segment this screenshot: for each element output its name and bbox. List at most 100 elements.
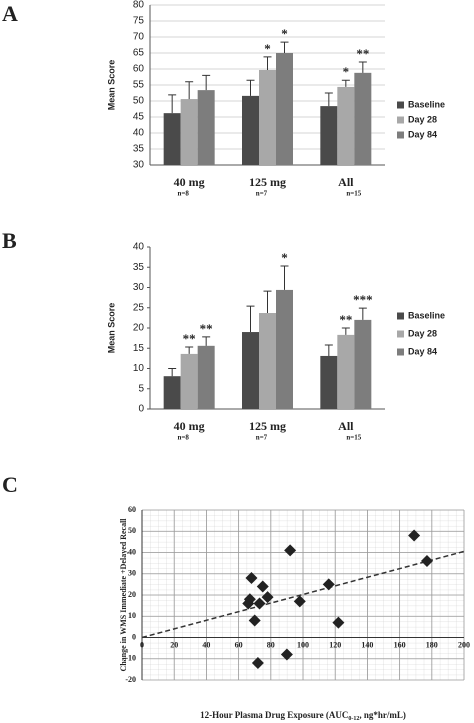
panel-label: C	[2, 472, 18, 497]
point	[280, 648, 293, 661]
point	[251, 657, 264, 669]
legend-label: Day 28	[408, 114, 437, 124]
x-tick-label: 20	[170, 640, 178, 649]
y-tick-label: -10	[125, 654, 136, 663]
significance-label: **	[183, 331, 196, 346]
y-tick-label: 20	[128, 590, 136, 599]
category-note: n=15	[346, 190, 361, 198]
bar	[197, 345, 215, 409]
legend-label: Day 28	[408, 328, 437, 338]
y-tick-label: 0	[138, 404, 144, 415]
point	[243, 593, 256, 606]
x-tick-label: 160	[394, 640, 406, 649]
y-tick-label: 45	[133, 112, 145, 123]
error-bar	[263, 56, 272, 70]
x-tick-label: 40	[202, 640, 210, 649]
x-axis-label-end: , ng*hr/mL)	[359, 710, 406, 720]
error-bar	[246, 305, 255, 333]
y-tick-label: 20	[133, 323, 145, 334]
point	[248, 614, 261, 627]
legend-swatch	[397, 101, 404, 109]
point	[332, 616, 345, 629]
error-bar	[358, 307, 367, 320]
x-tick-label: 140	[361, 640, 373, 649]
legend-swatch	[397, 330, 404, 338]
error-bar	[280, 41, 289, 53]
y-tick-label: 5	[138, 383, 144, 394]
error-bar	[358, 61, 367, 73]
bar	[163, 376, 181, 409]
x-axis-label: 12-Hour Plasma Drug Exposure (AUC0-12, n…	[200, 710, 406, 722]
category-note: n=7	[256, 190, 268, 198]
legend-swatch	[397, 116, 404, 124]
error-bar	[202, 336, 211, 346]
significance-label: **	[200, 321, 213, 336]
y-tick-label: 0	[132, 632, 136, 641]
panel-label: A	[2, 1, 18, 26]
bar	[242, 95, 259, 165]
y-tick-label: -20	[125, 675, 136, 684]
y-tick-label: 35	[133, 144, 145, 155]
error-bar	[168, 94, 177, 114]
error-bar	[324, 344, 333, 356]
legend-swatch	[397, 348, 404, 356]
y-tick-label: 75	[133, 16, 145, 27]
point	[253, 597, 266, 610]
x-tick-label: 100	[297, 640, 309, 649]
y-tick-label: 60	[133, 64, 145, 75]
y-tick-label: 50	[133, 96, 145, 107]
bar	[242, 332, 259, 409]
point	[408, 529, 421, 542]
y-tick-label: 30	[133, 282, 145, 293]
significance-label: ***	[353, 292, 373, 307]
point	[293, 595, 306, 608]
y-tick-label: 70	[133, 32, 145, 43]
significance-label: **	[356, 46, 369, 61]
x-tick-label: All	[338, 175, 354, 189]
error-bar	[246, 79, 255, 96]
y-tick-label: 10	[133, 363, 145, 374]
x-tick-label: 200	[458, 640, 470, 649]
y-tick-label: 60	[128, 505, 136, 514]
y-tick-label: 40	[128, 547, 136, 556]
bar	[354, 319, 372, 409]
significance-label: *	[264, 41, 271, 56]
y-axis-label: Mean Score	[106, 303, 116, 354]
x-axis-label-sub: 0-12	[348, 716, 359, 722]
bar	[337, 334, 355, 409]
point	[284, 544, 297, 557]
y-tick-label: 50	[128, 526, 136, 535]
error-bar	[263, 290, 272, 314]
x-tick-label: 80	[267, 640, 275, 649]
bar	[276, 289, 293, 409]
bar	[320, 106, 338, 165]
bar	[163, 113, 181, 165]
y-tick-label: 30	[133, 160, 145, 171]
error-bar	[202, 74, 211, 91]
y-tick-label: 80	[133, 0, 145, 11]
legend-swatch	[397, 312, 404, 320]
x-tick-label: 40 mg	[174, 419, 205, 433]
x-axis-label-main: 12-Hour Plasma Drug Exposure (AUC	[200, 710, 348, 720]
y-axis-label: Mean Score	[106, 60, 116, 111]
y-tick-label: 30	[128, 569, 136, 578]
x-tick-label: 120	[329, 640, 341, 649]
bar	[337, 86, 355, 165]
legend-label: Day 84	[408, 346, 437, 356]
error-bar	[185, 346, 194, 354]
significance-label: *	[281, 250, 288, 265]
significance-label: **	[339, 312, 352, 327]
category-note: n=8	[177, 190, 189, 198]
y-tick-label: 25	[133, 302, 145, 313]
point	[256, 580, 269, 593]
bar	[180, 99, 198, 165]
significance-label: *	[343, 64, 350, 79]
bar	[259, 69, 276, 165]
error-bar	[185, 81, 194, 100]
y-tick-label: 65	[133, 48, 145, 59]
legend-swatch	[397, 131, 404, 139]
x-tick-label: 40 mg	[174, 175, 205, 189]
error-bar	[324, 92, 333, 107]
legend-label: Baseline	[408, 310, 445, 320]
